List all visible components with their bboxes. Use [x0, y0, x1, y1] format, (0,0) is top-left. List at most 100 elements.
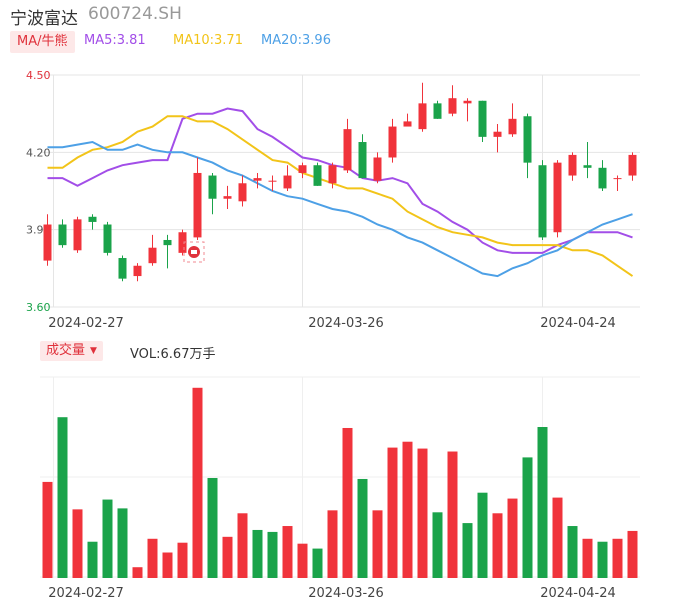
volume-bar	[597, 541, 608, 578]
candle-body	[448, 98, 457, 114]
volume-bars	[42, 387, 638, 578]
price-x-tick-label: 2024-04-24	[540, 316, 616, 331]
volume-bar	[507, 498, 518, 578]
candle-body	[613, 178, 622, 180]
volume-bar	[207, 477, 218, 578]
candle-body	[373, 157, 382, 181]
candle-body	[418, 103, 427, 130]
volume-bar	[357, 478, 368, 578]
volume-bar	[432, 512, 443, 578]
candle-body	[598, 167, 607, 189]
candle-body	[523, 116, 532, 163]
volume-bar	[87, 541, 98, 578]
volume-bar	[477, 492, 488, 578]
volume-bar	[567, 526, 578, 578]
volume-tag-label: 成交量	[46, 343, 86, 358]
stock-code: 600724.SH	[88, 4, 182, 24]
volume-bar	[192, 387, 203, 578]
volume-bar	[552, 497, 563, 578]
volume-bar	[582, 538, 593, 578]
volume-bar	[387, 447, 398, 578]
candle-body	[328, 165, 337, 184]
candle-body	[103, 224, 112, 253]
volume-bar	[342, 427, 353, 578]
volume-bar	[222, 536, 233, 578]
candle-body	[133, 265, 142, 277]
ma5-legend: MA5:3.81	[84, 33, 146, 48]
candle-body	[253, 178, 262, 181]
candle-body	[283, 175, 292, 189]
price-y-axis: 4.504.203.903.60	[26, 69, 51, 314]
candle-body	[538, 165, 547, 238]
volume-bar	[282, 526, 293, 578]
candle-body	[58, 224, 67, 246]
volume-bar	[537, 427, 548, 578]
volume-bar	[42, 481, 53, 578]
ma10-legend: MA10:3.71	[173, 33, 243, 48]
volume-bar	[612, 538, 623, 578]
candle-body	[208, 175, 217, 199]
caret-down-icon: ▼	[90, 346, 97, 356]
volume-readout: VOL:6.67万手	[130, 347, 216, 362]
candle-body	[73, 219, 82, 251]
volume-bar	[162, 552, 173, 578]
price-y-tick-label: 4.20	[26, 146, 51, 159]
volume-bar	[57, 417, 68, 578]
candle-body	[88, 216, 97, 222]
candle-body	[43, 224, 52, 261]
volume-bar	[327, 510, 338, 578]
price-y-tick-label: 4.50	[26, 69, 51, 82]
candle-body	[268, 180, 277, 182]
volume-bar	[372, 510, 383, 578]
ma20-legend: MA20:3.96	[261, 33, 331, 48]
candle-body	[568, 154, 577, 176]
candlesticks	[43, 82, 637, 282]
volume-x-tick-label: 2024-04-24	[540, 586, 616, 601]
ma-indicator-selector[interactable]: MA/牛熊	[10, 31, 75, 53]
candle-body	[313, 165, 322, 186]
candle-body	[343, 129, 352, 171]
event-marker-icon	[183, 241, 205, 263]
volume-bar	[297, 543, 308, 578]
ma-line-ma10	[47, 115, 634, 277]
price-x-tick-label: 2024-02-27	[48, 316, 124, 331]
volume-bar	[312, 548, 323, 578]
volume-bar	[237, 513, 248, 578]
candle-body	[388, 126, 397, 158]
price-y-tick-label: 3.60	[26, 301, 51, 314]
candle-body	[163, 239, 172, 246]
candle-body	[193, 172, 202, 238]
volume-bar	[462, 523, 473, 578]
volume-indicator-selector[interactable]: 成交量 ▼	[40, 341, 103, 361]
volume-bar	[132, 567, 143, 578]
volume-x-axis: 2024-02-27 2024-03-26 2024-04-24	[48, 586, 616, 601]
candle-body	[463, 100, 472, 104]
volume-bar	[522, 457, 533, 578]
candle-body	[358, 142, 367, 179]
volume-bar	[417, 448, 428, 578]
stock-name: 宁波富达	[10, 9, 78, 29]
candle-body	[553, 162, 562, 233]
candle-body	[238, 183, 247, 202]
candle-body	[298, 165, 307, 173]
volume-bar	[402, 441, 413, 578]
volume-grid	[40, 376, 640, 578]
volume-bar	[177, 542, 188, 578]
volume-bar	[102, 499, 113, 578]
ma-line-ma5	[47, 107, 633, 254]
volume-bar	[252, 529, 263, 578]
ma-line-ma20	[47, 140, 633, 278]
candle-body	[178, 232, 187, 253]
volume-x-tick-label: 2024-02-27	[48, 586, 124, 601]
candle-body	[628, 154, 637, 176]
candle-body	[433, 103, 442, 119]
volume-bar	[492, 513, 503, 578]
candle-body	[148, 247, 157, 264]
volume-x-tick-label: 2024-03-26	[308, 586, 384, 601]
candle-body	[508, 118, 517, 135]
volume-bar	[447, 451, 458, 578]
candle-body	[223, 196, 232, 199]
candle-body	[583, 165, 592, 168]
candle-body	[118, 258, 127, 279]
